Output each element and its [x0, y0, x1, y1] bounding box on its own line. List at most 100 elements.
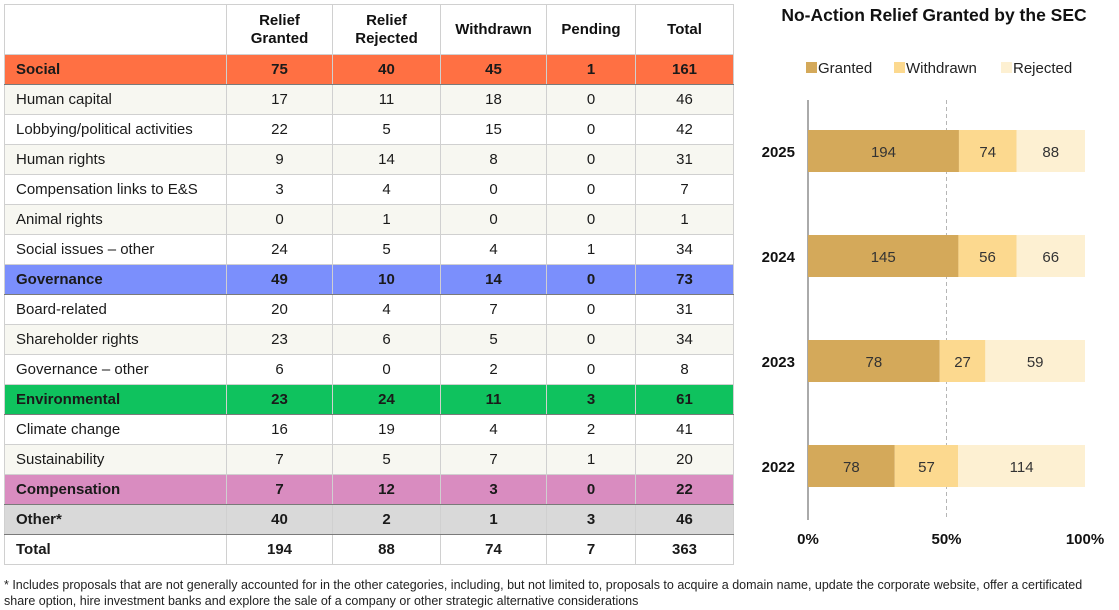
table-row: Human rights 9 14 8 0 31: [4, 144, 734, 175]
cell-total: 363: [635, 534, 734, 565]
y-tick-label: 2025: [762, 144, 795, 161]
cell-relief-granted: 17: [226, 84, 333, 115]
data-label: 194: [871, 144, 896, 161]
table-row: Climate change 16 19 4 2 41: [4, 414, 734, 445]
row-label: Other*: [4, 504, 227, 535]
chart-title: No-Action Relief Granted by the SEC: [781, 5, 1087, 25]
cell-withdrawn: 15: [440, 114, 547, 145]
row-label: Environmental: [4, 384, 227, 415]
cell-total: 73: [635, 264, 734, 295]
bar-rejected-2024: [1016, 235, 1085, 277]
data-label: 145: [871, 249, 896, 266]
bar-granted-2022: [808, 445, 895, 487]
cell-pending: 1: [546, 444, 636, 475]
row-label: Total: [4, 534, 227, 565]
cell-relief-rejected: 5: [332, 114, 441, 145]
data-label: 66: [1042, 249, 1059, 266]
bar-withdrawn-2024: [958, 235, 1017, 277]
x-tick-label: 0%: [797, 531, 819, 548]
cell-withdrawn: 74: [440, 534, 547, 565]
x-tick-label: 50%: [931, 531, 961, 548]
cell-withdrawn: 8: [440, 144, 547, 175]
cell-relief-rejected: 88: [332, 534, 441, 565]
header-blank: [4, 4, 227, 55]
cell-total: 34: [635, 324, 734, 355]
cell-relief-rejected: 11: [332, 84, 441, 115]
cell-relief-rejected: 2: [332, 504, 441, 535]
header-withdrawn: Withdrawn: [440, 4, 547, 55]
cell-relief-granted: 3: [226, 174, 333, 205]
data-label: 88: [1042, 144, 1059, 161]
table-header-row: Relief Granted Relief Rejected Withdrawn P…: [4, 4, 734, 55]
cell-pending: 0: [546, 144, 636, 175]
cell-relief-rejected: 19: [332, 414, 441, 445]
row-label: Governance: [4, 264, 227, 295]
cell-relief-granted: 9: [226, 144, 333, 175]
cell-withdrawn: 18: [440, 84, 547, 115]
category-row: Social 75 40 45 1 161: [4, 54, 734, 85]
bar-withdrawn-2025: [958, 130, 1017, 172]
bar-rejected-2025: [1016, 130, 1085, 172]
cell-relief-granted: 20: [226, 294, 333, 325]
cell-relief-rejected: 10: [332, 264, 441, 295]
cell-withdrawn: 4: [440, 414, 547, 445]
row-label: Social issues – other: [4, 234, 227, 265]
cell-withdrawn: 4: [440, 234, 547, 265]
category-row: Compensation 7 12 3 0 22: [4, 474, 734, 505]
cell-withdrawn: 14: [440, 264, 547, 295]
data-label: 114: [1010, 459, 1034, 476]
cell-relief-rejected: 4: [332, 174, 441, 205]
cell-relief-rejected: 0: [332, 354, 441, 385]
cell-withdrawn: 2: [440, 354, 547, 385]
legend-label-rejected: Rejected: [1013, 60, 1072, 77]
data-label: 78: [843, 459, 860, 476]
cell-relief-rejected: 12: [332, 474, 441, 505]
cell-total: 31: [635, 144, 734, 175]
table-row: Compensation links to E&S 3 4 0 0 7: [4, 174, 734, 205]
cell-pending: 0: [546, 474, 636, 505]
row-label: Sustainability: [4, 444, 227, 475]
cell-relief-granted: 7: [226, 474, 333, 505]
total-row: Total 194 88 74 7 363: [4, 534, 734, 565]
cell-pending: 0: [546, 354, 636, 385]
plot-area: 2025 194 74 88 2024 145 56 66 2023 78 27 59 2022 78 57…: [762, 100, 1104, 548]
category-row: Governance 49 10 14 0 73: [4, 264, 734, 295]
cell-relief-rejected: 40: [332, 54, 441, 85]
cell-total: 42: [635, 114, 734, 145]
cell-relief-rejected: 1: [332, 204, 441, 235]
bar-granted-2024: [808, 235, 959, 277]
cell-relief-granted: 0: [226, 204, 333, 235]
table-row: Human capital 17 11 18 0 46: [4, 84, 734, 115]
header-relief-granted: Relief Granted: [226, 4, 333, 55]
cell-withdrawn: 7: [440, 444, 547, 475]
cell-relief-granted: 75: [226, 54, 333, 85]
y-tick-label: 2022: [762, 459, 795, 476]
bar-rejected-2023: [985, 340, 1085, 382]
cell-relief-granted: 23: [226, 324, 333, 355]
legend-swatch-granted: [806, 62, 817, 73]
bar-rejected-2022: [958, 445, 1085, 487]
row-label: Lobbying/political activities: [4, 114, 227, 145]
table-row: Sustainability 7 5 7 1 20: [4, 444, 734, 475]
x-tick-label: 100%: [1066, 531, 1104, 548]
cell-total: 46: [635, 84, 734, 115]
cell-total: 7: [635, 174, 734, 205]
legend-label-withdrawn: Withdrawn: [906, 60, 977, 77]
row-label: Human capital: [4, 84, 227, 115]
data-label: 78: [866, 354, 883, 371]
cell-total: 1: [635, 204, 734, 235]
cell-pending: 1: [546, 54, 636, 85]
cell-relief-granted: 6: [226, 354, 333, 385]
cell-withdrawn: 1: [440, 504, 547, 535]
row-label: Compensation links to E&S: [4, 174, 227, 205]
cell-total: 161: [635, 54, 734, 85]
data-label: 57: [918, 459, 935, 476]
bar-withdrawn-2023: [939, 340, 986, 382]
cell-relief-granted: 7: [226, 444, 333, 475]
data-label: 59: [1027, 354, 1044, 371]
cell-withdrawn: 5: [440, 324, 547, 355]
legend-swatch-rejected: [1001, 62, 1012, 73]
row-label: Board-related: [4, 294, 227, 325]
row-label: Shareholder rights: [4, 324, 227, 355]
cell-pending: 0: [546, 204, 636, 235]
